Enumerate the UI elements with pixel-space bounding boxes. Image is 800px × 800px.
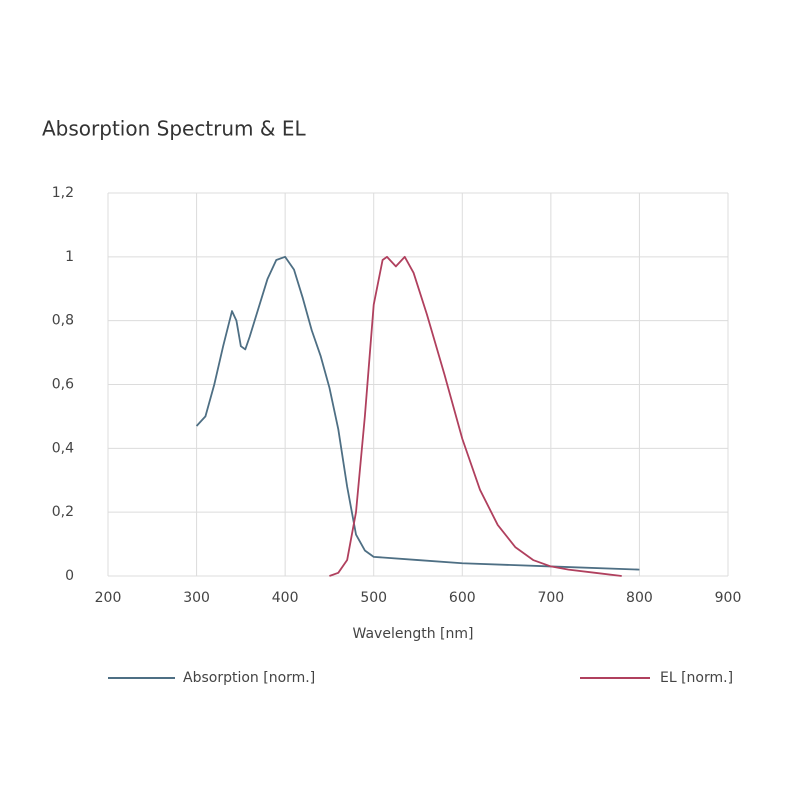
y-tick-label: 0,6 [52, 377, 74, 393]
y-tick-label: 1,2 [52, 185, 74, 201]
y-tick-label: 0,2 [52, 504, 74, 520]
x-tick-label: 700 [537, 590, 564, 606]
x-tick-label: 300 [183, 590, 210, 606]
data-line [195, 255, 640, 571]
legend-label: EL [norm.] [660, 670, 733, 686]
x-tick-label: 600 [449, 590, 476, 606]
data-line [329, 255, 622, 577]
x-axis-label: Wavelength [nm] [353, 626, 474, 642]
x-tick-label: 900 [715, 590, 742, 606]
y-tick-label: 0,8 [52, 313, 74, 329]
x-tick-label: 200 [95, 590, 122, 606]
x-tick-label: 400 [272, 590, 299, 606]
chart-title: Absorption Spectrum & EL [42, 117, 306, 141]
x-tick-label: 800 [626, 590, 653, 606]
y-tick-label: 0 [65, 568, 74, 584]
legend-label: Absorption [norm.] [183, 670, 315, 686]
y-tick-label: 1 [65, 249, 74, 265]
y-tick-label: 0,4 [52, 440, 74, 456]
x-tick-label: 500 [360, 590, 387, 606]
